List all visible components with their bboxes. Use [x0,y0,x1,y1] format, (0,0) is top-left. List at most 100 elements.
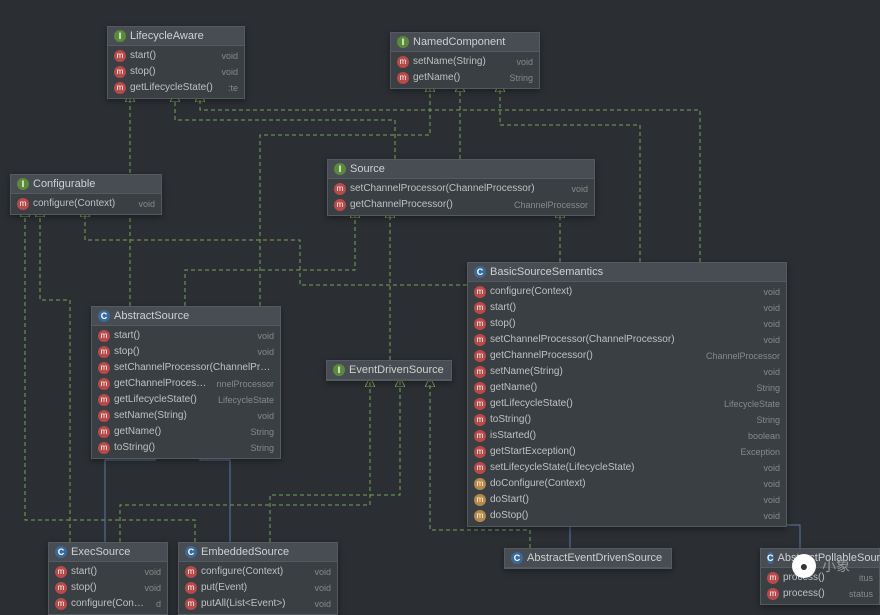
method-return: d [156,597,161,611]
method-return: Exception [740,445,780,459]
method-name: setChannelProcessor(ChannelProcessor) [490,333,753,347]
title-text: ExecSource [71,546,130,558]
method-row: mgetLifecycleState()LifecycleState [468,396,786,412]
method-return: void [763,461,780,475]
method-name: doStop() [490,509,753,523]
method-row: msetName(String)void [468,364,786,380]
method-row: mtoString()String [468,412,786,428]
method-return: :te [228,81,238,95]
method-icon: m [474,510,486,522]
edge-source-lifecycleAware [175,93,395,159]
interface-icon: I [333,364,345,376]
class-box-abstractSource: CAbstractSourcemstart()voidmstop()voidms… [91,306,281,459]
method-row: m configure(Context) d [49,596,167,612]
method-icon: m [114,82,126,94]
interface-icon: I [397,36,409,48]
box-title: I NamedComponent [391,33,539,52]
method-name: setChannelProcessor(ChannelProcess [114,361,274,375]
method-icon: m [474,334,486,346]
method-list: mstart()voidmstop()voidmconfigure(Contex… [49,562,167,614]
edge-basicSourceSemantics-configurable [85,208,467,285]
method-name: start() [130,49,211,63]
method-name: setLifecycleState(LifecycleState) [490,461,753,475]
method-icon: m [114,66,126,78]
method-icon: m [474,446,486,458]
method-row: mstart()void [468,300,786,316]
title-text: AbstractEventDrivenSource [527,552,662,564]
method-row: mconfigure(Context)void [179,564,337,580]
method-icon: m [98,442,110,454]
method-return: String [250,425,274,439]
method-name: stop() [490,317,753,331]
method-row: msetLifecycleState(LifecycleState)void [468,460,786,476]
class-icon: C [55,546,67,558]
class-icon: C [474,266,486,278]
method-name: toString() [114,441,240,455]
method-name: setName(String) [114,409,247,423]
method-row: mgetName()String [92,424,280,440]
method-name: getChannelProcessor() [350,198,504,212]
box-title: CEmbeddedSource [179,543,337,562]
method-icon: m [114,50,126,62]
title-text: AbstractSource [114,310,189,322]
class-box-configurable: IConfigurablemconfigure(Context)void [10,174,162,215]
method-list: mconfigure(Context)void [11,194,161,214]
box-title: ISource [328,160,594,179]
method-name: configure(Context) [71,597,146,611]
method-return: LifecycleState [724,397,780,411]
method-return: void [314,581,331,595]
method-icon: m [334,183,346,195]
method-list: mstart()voidmstop()voidmsetChannelProces… [92,326,280,458]
title-text: EventDrivenSource [349,364,444,376]
interface-icon: I [334,163,346,175]
method-row: mgetChannelProcessor()nnelProcessor [92,376,280,392]
method-icon: m [185,598,197,610]
method-icon: m [98,346,110,358]
method-row: mput(Event)void [179,580,337,596]
title-text: BasicSourceSemantics [490,266,603,278]
method-icon: m [98,378,110,390]
method-list: mconfigure(Context)voidmstart()voidmstop… [468,282,786,526]
method-name: stop() [130,65,211,79]
method-name: getLifecycleState() [114,393,208,407]
method-return: void [763,477,780,491]
method-icon: m [474,302,486,314]
method-name: doConfigure(Context) [490,477,753,491]
class-box-source: ISourcemsetChannelProcessor(ChannelProce… [327,159,595,216]
class-box-embeddedSource: CEmbeddedSource mconfigure(Context)voidmp… [178,542,338,615]
method-return: ChannelProcessor [514,198,588,212]
box-title: CAbstractSource [92,307,280,326]
method-name: start() [71,565,134,579]
method-return: void [763,317,780,331]
method-name: getLifecycleState() [130,81,218,95]
method-return: void [763,365,780,379]
method-name: toString() [490,413,746,427]
watermark: ● 小象 [792,554,850,578]
class-box-execSource: CExecSourcemstart()voidmstop()voidmconfi… [48,542,168,615]
method-return: void [763,493,780,507]
edge-embeddedSource-eventDrivenSource [270,378,400,542]
method-row: mgetChannelProcessor()ChannelProcessor [328,197,594,213]
class-box-namedComponent: INamedComponentmsetName(String)voidmgetN… [390,32,540,89]
method-icon: m [55,566,67,578]
method-icon: m [474,286,486,298]
method-list: msetChannelProcessor(ChannelProcessor)vo… [328,179,594,215]
method-return: void [144,565,161,579]
method-return: void [763,333,780,347]
method-name: getChannelProcessor() [490,349,696,363]
method-row: mgetStartException()Exception [468,444,786,460]
method-row: m getLifecycleState() :te [108,80,244,96]
method-return: String [756,413,780,427]
method-return: void [314,565,331,579]
method-icon: m [55,598,67,610]
method-name: isStarted() [490,429,738,443]
method-row: misStarted()boolean [468,428,786,444]
method-return: itus [859,571,873,585]
method-icon: m [98,394,110,406]
title-text: NamedComponent [413,36,505,48]
method-icon: m [474,382,486,394]
watermark-text: 小象 [822,556,850,576]
title-text: LifecycleAware [130,30,204,42]
method-icon: m [474,318,486,330]
method-return: void [257,345,274,359]
